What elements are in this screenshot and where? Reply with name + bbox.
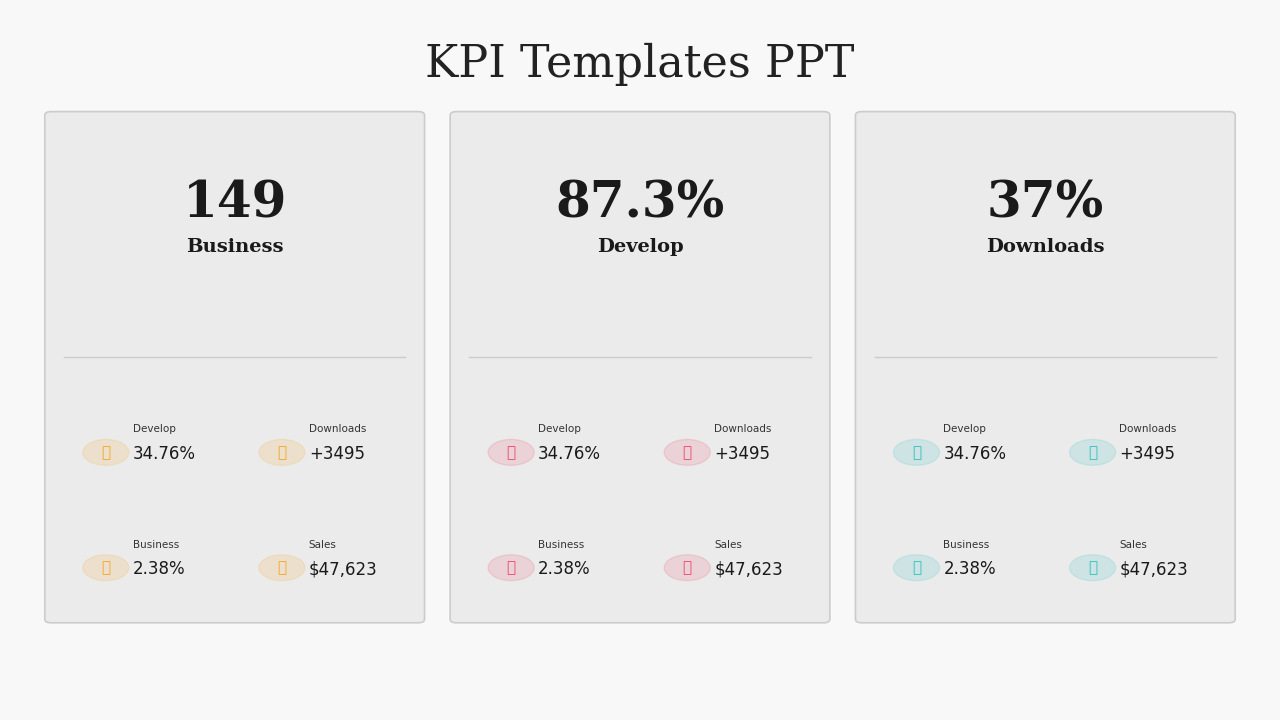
Text: Business: Business bbox=[133, 540, 179, 549]
Circle shape bbox=[664, 554, 710, 580]
Text: Sales: Sales bbox=[308, 540, 337, 549]
Circle shape bbox=[893, 554, 940, 580]
Text: Sales: Sales bbox=[1120, 540, 1147, 549]
Text: Develop: Develop bbox=[538, 424, 581, 434]
Circle shape bbox=[664, 439, 710, 465]
Text: Downloads: Downloads bbox=[1120, 424, 1176, 434]
Text: Downloads: Downloads bbox=[986, 238, 1105, 256]
Text: 2.38%: 2.38% bbox=[538, 560, 590, 578]
Text: Downloads: Downloads bbox=[714, 424, 772, 434]
Text: 🌐: 🌐 bbox=[911, 560, 922, 575]
Text: 🎓: 🎓 bbox=[911, 445, 922, 460]
Text: 34.76%: 34.76% bbox=[538, 445, 602, 463]
Text: 2.38%: 2.38% bbox=[943, 560, 996, 578]
Circle shape bbox=[83, 439, 129, 465]
Text: Develop: Develop bbox=[596, 238, 684, 256]
Text: 2.38%: 2.38% bbox=[133, 560, 186, 578]
Text: Develop: Develop bbox=[133, 424, 175, 434]
Circle shape bbox=[259, 439, 305, 465]
Text: Business: Business bbox=[538, 540, 584, 549]
Circle shape bbox=[893, 439, 940, 465]
FancyBboxPatch shape bbox=[855, 112, 1235, 623]
Text: 37%: 37% bbox=[987, 179, 1103, 228]
Text: 34.76%: 34.76% bbox=[943, 445, 1006, 463]
FancyBboxPatch shape bbox=[451, 112, 829, 623]
Text: 🌐: 🌐 bbox=[507, 560, 516, 575]
Text: Business: Business bbox=[943, 540, 989, 549]
Text: +3495: +3495 bbox=[1120, 445, 1175, 463]
Text: Develop: Develop bbox=[943, 424, 986, 434]
Text: +3495: +3495 bbox=[308, 445, 365, 463]
Text: $47,623: $47,623 bbox=[308, 560, 378, 578]
Circle shape bbox=[259, 554, 305, 580]
Text: 👥: 👥 bbox=[1088, 445, 1097, 460]
Text: 🎓: 🎓 bbox=[101, 445, 110, 460]
Text: $47,623: $47,623 bbox=[714, 560, 783, 578]
Text: 🦅: 🦅 bbox=[1088, 560, 1097, 575]
Text: 🎓: 🎓 bbox=[507, 445, 516, 460]
Text: 149: 149 bbox=[183, 179, 287, 228]
Text: 🦅: 🦅 bbox=[682, 560, 691, 575]
Circle shape bbox=[488, 439, 534, 465]
Text: Downloads: Downloads bbox=[308, 424, 366, 434]
Text: 👥: 👥 bbox=[682, 445, 691, 460]
Text: KPI Templates PPT: KPI Templates PPT bbox=[425, 43, 855, 86]
Text: Business: Business bbox=[186, 238, 283, 256]
Circle shape bbox=[488, 554, 534, 580]
Circle shape bbox=[1070, 439, 1116, 465]
Text: 👥: 👥 bbox=[278, 445, 287, 460]
Text: Sales: Sales bbox=[714, 540, 742, 549]
Text: 🦅: 🦅 bbox=[278, 560, 287, 575]
Text: 34.76%: 34.76% bbox=[133, 445, 196, 463]
Circle shape bbox=[1070, 554, 1116, 580]
FancyBboxPatch shape bbox=[45, 112, 425, 623]
Text: 🌐: 🌐 bbox=[101, 560, 110, 575]
Text: +3495: +3495 bbox=[714, 445, 771, 463]
Text: 87.3%: 87.3% bbox=[556, 179, 724, 228]
Circle shape bbox=[83, 554, 129, 580]
Text: $47,623: $47,623 bbox=[1120, 560, 1188, 578]
